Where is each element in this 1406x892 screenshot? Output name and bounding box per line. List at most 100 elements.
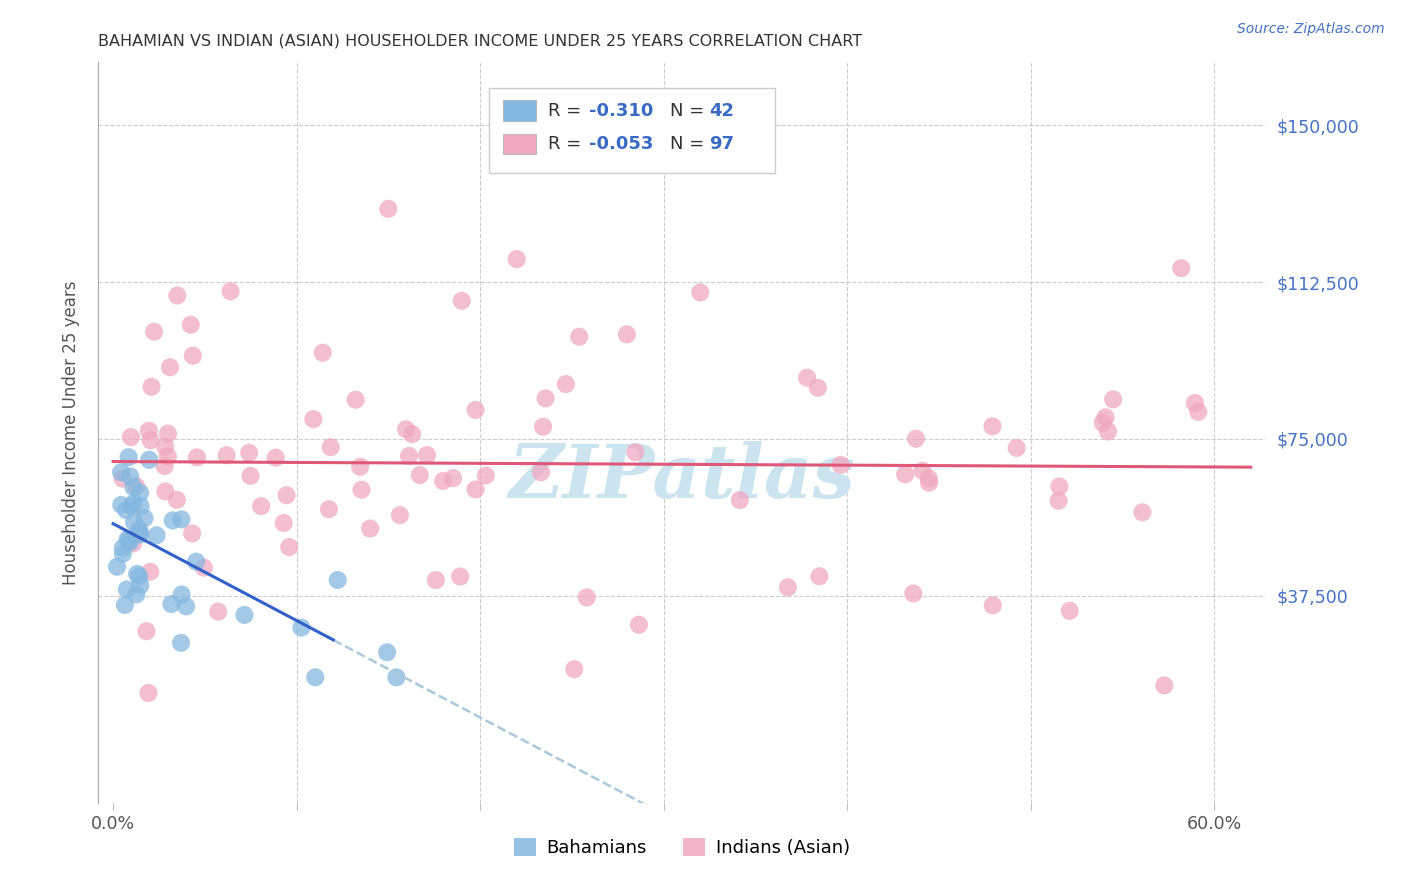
Text: R =: R = — [548, 102, 586, 120]
FancyBboxPatch shape — [503, 134, 536, 154]
Point — [728, 493, 751, 508]
Point — [181, 349, 204, 363]
Point — [575, 591, 598, 605]
Point — [290, 621, 312, 635]
Point — [441, 471, 464, 485]
Point — [111, 547, 134, 561]
Point — [304, 670, 326, 684]
Point — [1059, 604, 1081, 618]
Point — [129, 499, 152, 513]
Point — [117, 533, 139, 547]
Point — [139, 434, 162, 448]
Point — [568, 329, 591, 343]
FancyBboxPatch shape — [503, 100, 536, 121]
Point — [276, 488, 298, 502]
Point — [115, 503, 138, 517]
Point — [186, 450, 208, 465]
Point — [1094, 410, 1116, 425]
Point — [156, 450, 179, 464]
Point — [129, 578, 152, 592]
Point — [166, 492, 188, 507]
Point — [125, 567, 148, 582]
Point — [398, 449, 420, 463]
Point — [312, 345, 335, 359]
Point — [627, 617, 650, 632]
Text: -0.053: -0.053 — [589, 135, 652, 153]
Point — [689, 285, 711, 300]
Point — [138, 452, 160, 467]
Point — [143, 325, 166, 339]
Text: R =: R = — [548, 135, 586, 153]
Point — [1047, 493, 1070, 508]
Point — [121, 499, 143, 513]
Point — [807, 381, 830, 395]
Point — [155, 484, 177, 499]
Point — [918, 471, 941, 485]
Point — [395, 422, 418, 436]
Point — [344, 392, 367, 407]
Point — [981, 419, 1004, 434]
Point — [1005, 441, 1028, 455]
Point — [128, 569, 150, 583]
Point — [162, 513, 184, 527]
FancyBboxPatch shape — [489, 88, 775, 173]
Point — [111, 541, 134, 555]
Point — [894, 467, 917, 482]
Legend: Bahamians, Indians (Asian): Bahamians, Indians (Asian) — [508, 830, 856, 864]
Point — [534, 392, 557, 406]
Point — [129, 486, 152, 500]
Point — [1170, 261, 1192, 276]
Point — [105, 559, 128, 574]
Point — [903, 586, 925, 600]
Point — [239, 468, 262, 483]
Point — [555, 377, 578, 392]
Point — [1097, 425, 1119, 439]
Point — [153, 458, 176, 473]
Point — [159, 360, 181, 375]
Point — [120, 469, 142, 483]
Point — [166, 288, 188, 302]
Point — [233, 607, 256, 622]
Text: BAHAMIAN VS INDIAN (ASIAN) HOUSEHOLDER INCOME UNDER 25 YEARS CORRELATION CHART: BAHAMIAN VS INDIAN (ASIAN) HOUSEHOLDER I… — [98, 34, 862, 49]
Point — [160, 597, 183, 611]
Point — [918, 475, 941, 490]
Point — [531, 419, 554, 434]
Point — [278, 540, 301, 554]
Point — [128, 523, 150, 537]
Text: 97: 97 — [709, 135, 734, 153]
Point — [181, 526, 204, 541]
Text: ZIPatlas: ZIPatlas — [509, 441, 855, 513]
Point — [904, 432, 927, 446]
Point — [170, 636, 193, 650]
Point — [122, 515, 145, 529]
Point — [981, 599, 1004, 613]
Point — [530, 465, 553, 479]
Point — [319, 440, 342, 454]
Point — [122, 496, 145, 510]
Point — [219, 285, 242, 299]
Point — [184, 555, 207, 569]
Point — [302, 412, 325, 426]
Point — [830, 458, 852, 472]
Point — [1091, 416, 1114, 430]
Text: N =: N = — [671, 102, 710, 120]
Point — [475, 468, 498, 483]
Y-axis label: Householder Income Under 25 years: Householder Income Under 25 years — [62, 280, 80, 585]
Point — [273, 516, 295, 530]
Text: -0.310: -0.310 — [589, 102, 652, 120]
Point — [170, 512, 193, 526]
Text: 42: 42 — [709, 102, 734, 120]
Point — [911, 464, 934, 478]
Point — [118, 535, 141, 549]
Point — [808, 569, 831, 583]
Point — [1184, 396, 1206, 410]
Point — [464, 483, 486, 497]
Point — [156, 426, 179, 441]
Point — [359, 522, 381, 536]
Point — [432, 474, 454, 488]
Point — [111, 472, 134, 486]
Point — [796, 370, 818, 384]
Point — [122, 480, 145, 494]
Point — [138, 424, 160, 438]
Point — [326, 573, 349, 587]
